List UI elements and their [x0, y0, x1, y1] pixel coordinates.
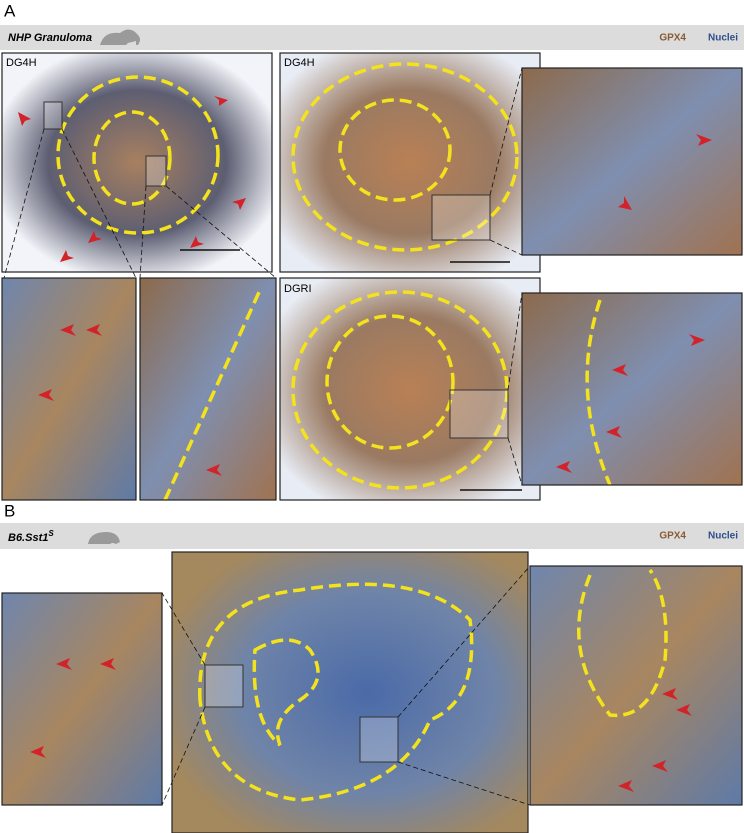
zoom-box: [145, 155, 167, 187]
arrow: [18, 112, 31, 126]
image-frame: [1, 52, 273, 273]
image-frame: [1, 277, 137, 501]
micrograph-inset: [140, 278, 276, 500]
arrow: [88, 231, 102, 243]
arrow: [100, 658, 116, 670]
necrotic-core-outline: [338, 98, 452, 202]
arrow: [662, 688, 678, 700]
arrow: [606, 426, 622, 438]
granuloma-outline: [56, 75, 220, 235]
image-frame: [521, 67, 743, 256]
arrow: [556, 461, 572, 473]
arrow: [689, 334, 705, 346]
zoom-guide: [489, 239, 523, 256]
zoom-guide: [3, 128, 45, 279]
arrow: [206, 464, 222, 476]
image-frame: [139, 277, 277, 501]
image-frame: [171, 551, 529, 833]
micrograph-inset: [522, 293, 742, 485]
arrow: [618, 780, 634, 792]
arrows: [30, 658, 692, 792]
micrograph: [172, 552, 528, 833]
image-frame: [521, 292, 743, 486]
arrow: [38, 389, 54, 401]
arrow: [56, 658, 72, 670]
panel-label: A: [4, 1, 16, 20]
zoom-guide: [397, 761, 531, 806]
legend-counterstain: Nuclei: [708, 33, 738, 44]
zoom-guide: [161, 592, 206, 666]
header-bar: [0, 523, 744, 549]
arrow: [30, 746, 46, 758]
title-superscript: S: [48, 529, 54, 538]
core-boundary: [577, 569, 668, 718]
arrow: [232, 198, 246, 210]
micrograph: [280, 53, 540, 272]
micrograph-inset: [2, 278, 136, 500]
arrow: [618, 196, 632, 210]
arrow: [86, 324, 102, 336]
arrow: [676, 704, 692, 716]
image-label: DG4H: [6, 57, 37, 69]
arrow: [60, 250, 74, 262]
mouse-icon: [88, 532, 120, 544]
arrow: [612, 364, 628, 376]
micrograph: [280, 278, 540, 500]
title-text: B6.Sst1: [8, 532, 48, 544]
image-frame: [529, 565, 743, 806]
panel-title: B6.Sst1S: [8, 529, 54, 544]
image-frame: [1, 592, 163, 806]
zoom-box: [359, 716, 399, 763]
zoom-guide: [507, 437, 523, 486]
panel-label: B: [4, 501, 15, 520]
necrotic-core-outline: [252, 638, 320, 747]
necrotic-core-outline: [325, 314, 455, 450]
micrograph: [2, 53, 272, 272]
zoom-guide: [397, 565, 531, 718]
zoom-guide: [61, 128, 137, 279]
zoom-box: [431, 194, 491, 241]
zoom-guide: [139, 185, 147, 279]
arrow: [214, 96, 228, 106]
core-boundary: [163, 289, 262, 501]
arrows: [18, 96, 712, 476]
zoom-box: [43, 101, 63, 130]
image-label: DG4H: [284, 57, 315, 69]
arrow: [60, 324, 76, 336]
micrograph-inset: [530, 566, 742, 805]
micrograph-inset: [522, 68, 742, 255]
image-label: DGRI: [284, 283, 312, 295]
arrow: [190, 236, 204, 248]
zoom-box: [449, 389, 509, 439]
zoom-guide: [489, 67, 523, 196]
zoom-guide: [507, 292, 523, 391]
necrotic-core-outline: [92, 110, 172, 206]
legend-stain: GPX4: [659, 33, 686, 44]
micrograph-inset: [2, 593, 162, 805]
zoom-box: [204, 664, 244, 708]
granuloma-outline: [198, 582, 474, 802]
legend-counterstain: Nuclei: [708, 531, 738, 542]
zoom-guide: [161, 706, 206, 806]
arrow: [652, 760, 668, 772]
legend-stain: GPX4: [659, 531, 686, 542]
monkey-icon: [100, 29, 140, 45]
panel-title: NHP Granuloma: [8, 32, 92, 44]
granuloma-outline: [291, 62, 519, 252]
core-boundary: [585, 299, 612, 486]
arrow: [696, 134, 712, 146]
